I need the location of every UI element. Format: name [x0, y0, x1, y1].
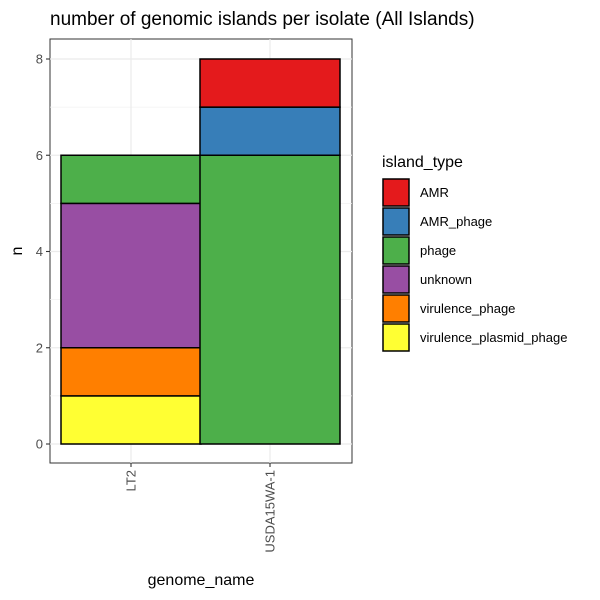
bars: [60, 58, 341, 445]
legend-key: [382, 323, 410, 352]
y-tick-label: 2: [36, 340, 43, 355]
bar-segment: [60, 347, 202, 397]
x-axis-title: genome_name: [148, 572, 255, 589]
legend-label: virulence_phage: [420, 301, 515, 316]
legend-label: phage: [420, 243, 456, 258]
legend-label: AMR_phage: [420, 214, 492, 229]
bar-segment: [199, 58, 341, 108]
y-tick-label: 6: [36, 148, 43, 163]
legend-label: virulence_plasmid_phage: [420, 330, 567, 345]
y-tick-label: 4: [36, 244, 43, 259]
y-axis: 0 2 4 6 8: [36, 52, 50, 452]
bar-segment: [60, 202, 202, 349]
y-axis-title: n: [9, 247, 26, 256]
legend-title: island_type: [382, 154, 463, 171]
x-tick-label: USDA15WA-1: [263, 470, 278, 553]
bar-segment: [199, 106, 341, 156]
legend-key: [382, 294, 410, 323]
legend-key: [382, 207, 410, 236]
y-tick-label: 0: [36, 437, 43, 452]
x-tick-label: LT2: [124, 470, 139, 491]
legend-label: unknown: [420, 272, 472, 287]
x-axis: LT2 USDA15WA-1: [124, 463, 278, 553]
bar-segment: [199, 154, 341, 445]
legend-key: [382, 178, 410, 207]
legend-label: AMR: [420, 185, 449, 200]
bar-segment: [60, 154, 202, 205]
chart-title: number of genomic islands per isolate (A…: [50, 9, 475, 30]
bar-segment: [60, 395, 202, 445]
legend-key: [382, 265, 410, 294]
legend-key: [382, 236, 410, 265]
y-tick-label: 8: [36, 52, 43, 67]
